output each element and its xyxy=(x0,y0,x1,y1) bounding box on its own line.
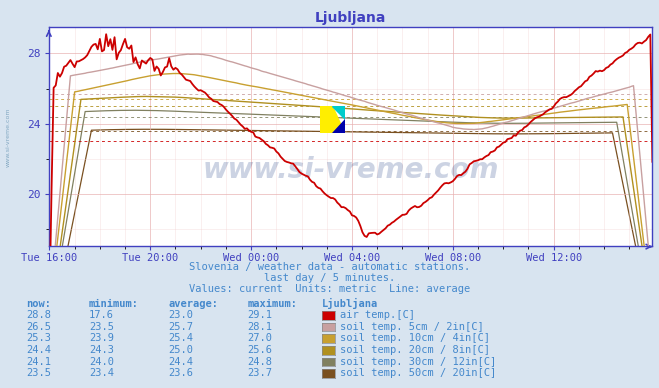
Text: 23.5: 23.5 xyxy=(26,368,51,378)
Text: soil temp. 10cm / 4in[C]: soil temp. 10cm / 4in[C] xyxy=(340,333,490,343)
Text: 24.4: 24.4 xyxy=(26,345,51,355)
Text: minimum:: minimum: xyxy=(89,298,139,308)
Polygon shape xyxy=(332,106,345,119)
Text: soil temp. 50cm / 20in[C]: soil temp. 50cm / 20in[C] xyxy=(340,368,496,378)
Text: soil temp. 30cm / 12in[C]: soil temp. 30cm / 12in[C] xyxy=(340,357,496,367)
Text: 24.4: 24.4 xyxy=(168,357,193,367)
Text: 24.3: 24.3 xyxy=(89,345,114,355)
Text: 27.0: 27.0 xyxy=(247,333,272,343)
Text: 28.1: 28.1 xyxy=(247,322,272,332)
Text: soil temp. 5cm / 2in[C]: soil temp. 5cm / 2in[C] xyxy=(340,322,484,332)
Text: 23.4: 23.4 xyxy=(89,368,114,378)
Text: last day / 5 minutes.: last day / 5 minutes. xyxy=(264,273,395,283)
Text: 17.6: 17.6 xyxy=(89,310,114,320)
Text: air temp.[C]: air temp.[C] xyxy=(340,310,415,320)
Text: www.si-vreme.com: www.si-vreme.com xyxy=(5,107,11,166)
Title: Ljubljana: Ljubljana xyxy=(315,10,387,24)
Text: 25.6: 25.6 xyxy=(247,345,272,355)
Text: 23.6: 23.6 xyxy=(168,368,193,378)
Text: 25.3: 25.3 xyxy=(26,333,51,343)
Text: now:: now: xyxy=(26,298,51,308)
Text: 24.8: 24.8 xyxy=(247,357,272,367)
Text: Slovenia / weather data - automatic stations.: Slovenia / weather data - automatic stat… xyxy=(189,262,470,272)
Text: 25.0: 25.0 xyxy=(168,345,193,355)
Polygon shape xyxy=(332,119,345,133)
Text: 26.5: 26.5 xyxy=(26,322,51,332)
Text: 25.4: 25.4 xyxy=(168,333,193,343)
Text: 25.7: 25.7 xyxy=(168,322,193,332)
Text: average:: average: xyxy=(168,298,218,308)
Text: 23.5: 23.5 xyxy=(89,322,114,332)
Text: 23.0: 23.0 xyxy=(168,310,193,320)
Text: 23.9: 23.9 xyxy=(89,333,114,343)
Text: 29.1: 29.1 xyxy=(247,310,272,320)
Text: 24.0: 24.0 xyxy=(89,357,114,367)
Text: 28.8: 28.8 xyxy=(26,310,51,320)
Text: 24.1: 24.1 xyxy=(26,357,51,367)
Polygon shape xyxy=(320,106,345,133)
Text: maximum:: maximum: xyxy=(247,298,297,308)
Text: Values: current  Units: metric  Line: average: Values: current Units: metric Line: aver… xyxy=(189,284,470,294)
Text: www.si-vreme.com: www.si-vreme.com xyxy=(203,156,499,184)
Text: Ljubljana: Ljubljana xyxy=(322,298,378,308)
Text: soil temp. 20cm / 8in[C]: soil temp. 20cm / 8in[C] xyxy=(340,345,490,355)
Text: 23.7: 23.7 xyxy=(247,368,272,378)
